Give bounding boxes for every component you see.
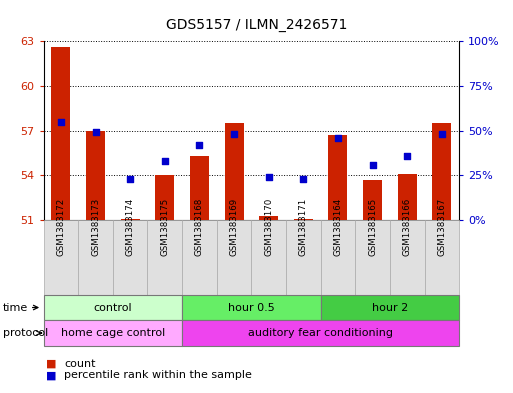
Point (265, 174, 273, 180)
Point (161, 158, 169, 164)
Text: GDS5157 / ILMN_2426571: GDS5157 / ILMN_2426571 (166, 18, 347, 32)
Point (299, 176, 307, 182)
Text: GSM1383175: GSM1383175 (160, 198, 169, 256)
Text: percentile rank within the sample: percentile rank within the sample (64, 370, 252, 380)
Bar (225, 123, 244, 220)
Text: ■: ■ (46, 358, 56, 369)
Text: time: time (3, 303, 28, 312)
Text: home cage control: home cage control (61, 328, 165, 338)
Bar (432, 123, 451, 220)
Text: GSM1383174: GSM1383174 (126, 198, 135, 256)
Text: hour 2: hour 2 (372, 303, 408, 312)
Text: GSM1383168: GSM1383168 (195, 198, 204, 256)
Point (230, 131, 238, 138)
Text: hour 0.5: hour 0.5 (228, 303, 275, 312)
Text: auditory fear conditioning: auditory fear conditioning (248, 328, 393, 338)
Text: GSM1383173: GSM1383173 (91, 198, 100, 256)
Bar (328, 135, 347, 220)
Text: GSM1383166: GSM1383166 (403, 198, 412, 256)
Text: GSM1383172: GSM1383172 (56, 198, 66, 256)
Text: count: count (64, 358, 95, 369)
Text: GSM1383164: GSM1383164 (333, 198, 343, 256)
Bar (294, 219, 313, 220)
Point (438, 131, 446, 138)
Point (403, 152, 411, 159)
Bar (121, 219, 140, 220)
Bar (86, 130, 105, 220)
Point (57, 119, 65, 125)
Text: GSM1383170: GSM1383170 (264, 198, 273, 256)
Bar (398, 174, 417, 220)
Text: control: control (93, 303, 132, 312)
Point (368, 162, 377, 168)
Bar (155, 175, 174, 220)
Text: GSM1383169: GSM1383169 (229, 198, 239, 256)
Point (334, 135, 342, 141)
Bar (51, 47, 70, 220)
Text: GSM1383165: GSM1383165 (368, 198, 377, 256)
Point (195, 142, 204, 148)
Text: ■: ■ (46, 370, 56, 380)
Point (126, 176, 134, 182)
Bar (363, 180, 382, 220)
Point (91, 129, 100, 136)
Bar (259, 216, 278, 220)
Text: GSM1383171: GSM1383171 (299, 198, 308, 256)
Text: GSM1383167: GSM1383167 (437, 198, 446, 256)
Bar (190, 156, 209, 220)
Text: protocol: protocol (3, 328, 48, 338)
